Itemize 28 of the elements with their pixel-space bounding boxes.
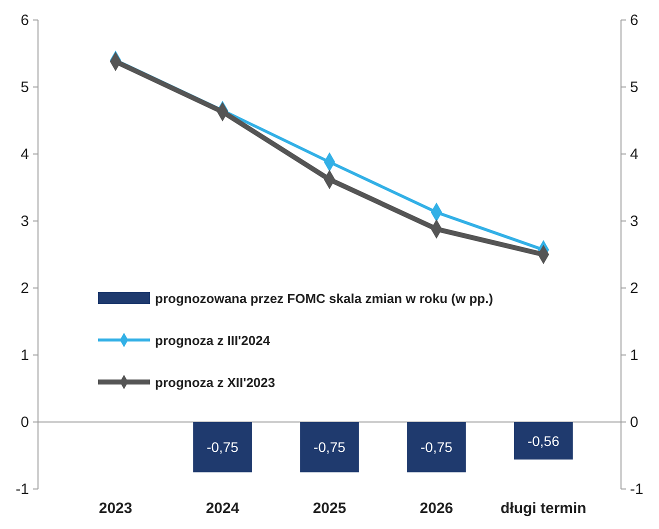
legend-label: prognoza z III'2024 <box>155 333 271 348</box>
legend-label: prognozowana przez FOMC skala zmian w roku (w pp.) <box>155 291 494 306</box>
y-tick-label: 5 <box>20 79 29 96</box>
y2-tick-label: 1 <box>630 347 638 364</box>
legend-label: prognoza z XII'2023 <box>155 375 276 390</box>
x-tick-label: 2023 <box>98 500 132 517</box>
y2-tick-label: -1 <box>630 481 644 498</box>
data-label: -0,75 <box>206 439 239 456</box>
data-label: -0,75 <box>314 439 346 456</box>
y2-tick-label: 3 <box>630 213 638 230</box>
data-label: -0,75 <box>420 439 453 456</box>
y-tick-label: 3 <box>20 213 29 230</box>
y2-tick-label: 2 <box>630 280 638 297</box>
x-tick-label: 2025 <box>312 500 346 517</box>
y2-tick-label: 5 <box>630 79 638 96</box>
y-tick-label: 6 <box>20 12 29 29</box>
y2-tick-label: 4 <box>630 146 638 163</box>
y-tick-label: 4 <box>20 146 29 163</box>
y2-tick-label: 0 <box>630 414 638 431</box>
y2-tick-label: 6 <box>630 12 638 29</box>
y-tick-label: 0 <box>20 414 29 431</box>
y-tick-label: 1 <box>20 347 29 364</box>
y-tick-label: -1 <box>16 481 29 498</box>
data-label: -0,56 <box>527 432 560 449</box>
x-tick-label: 2024 <box>206 500 240 517</box>
x-tick-label: długi termin <box>500 500 586 517</box>
y-tick-label: 2 <box>20 280 29 297</box>
x-tick-label: 2026 <box>420 500 454 517</box>
